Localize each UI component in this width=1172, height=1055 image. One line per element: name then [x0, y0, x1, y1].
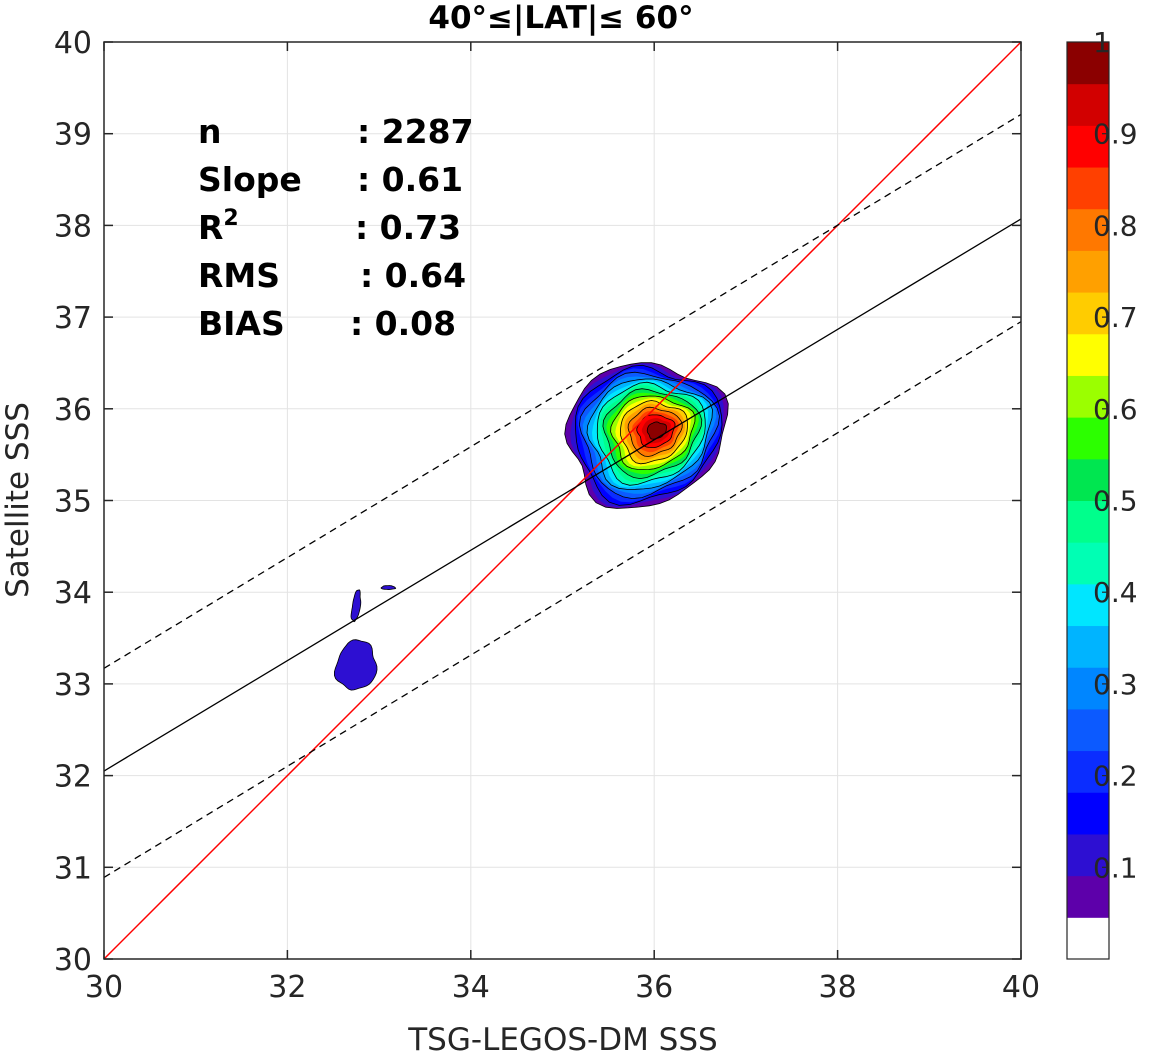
- colorbar-swatch: [1067, 625, 1109, 668]
- colorbar-swatch: [1067, 208, 1109, 251]
- stat-label: Slope: [198, 160, 302, 199]
- fit-bound-line: [103, 321, 1022, 878]
- y-tick-label: 40: [54, 26, 92, 61]
- colorbar-tick-label: 0.6: [1093, 393, 1138, 426]
- colorbar-swatch: [1067, 458, 1109, 501]
- x-tick-label: 40: [1002, 970, 1040, 1005]
- stat-value: : 0.64: [360, 256, 466, 295]
- colorbar-swatch: [1067, 333, 1109, 376]
- colorbar-swatch: [1067, 42, 1109, 85]
- colorbar-swatch: [1067, 250, 1109, 293]
- axis-ticks: 30 32 34 36 38 40 30 31 32 33 34 35 36 37 38 39 40: [54, 26, 1040, 1005]
- colorbar-swatch: [1067, 375, 1109, 418]
- colorbar: 0.1 0.2 0.3 0.4 0.5 0.6 0.7 0.8 0.9 1: [1066, 26, 1138, 960]
- fit-bound-line: [103, 113, 1022, 669]
- x-tick-label: 38: [819, 970, 857, 1005]
- colorbar-tick-label: 0.3: [1093, 668, 1138, 701]
- colorbar-swatch: [1067, 167, 1109, 210]
- secondary-blob: [334, 639, 378, 691]
- x-tick-label: 32: [268, 970, 306, 1005]
- colorbar-tick-label: 0.5: [1093, 485, 1138, 518]
- stat-label: R2: [198, 206, 239, 247]
- stat-value: : 0.08: [350, 304, 456, 343]
- colorbar-swatch: [1067, 792, 1109, 835]
- x-tick-label: 34: [452, 970, 490, 1005]
- colorbar-swatch: [1067, 292, 1109, 335]
- y-tick-label: 39: [54, 118, 92, 153]
- grid-lines: [103, 41, 1022, 960]
- density-contours: [334, 362, 729, 691]
- colorbar-swatch: [1067, 83, 1109, 126]
- colorbar-swatch: [1067, 667, 1109, 710]
- y-axis-label: Satellite SSS: [0, 402, 36, 598]
- colorbar-swatch: [1067, 875, 1109, 918]
- chart-title: 40°≤|LAT|≤ 60°: [428, 0, 693, 36]
- y-tick-label: 36: [54, 393, 92, 428]
- colorbar-tick-label: 0.8: [1093, 209, 1138, 242]
- fit-line: [103, 218, 1022, 772]
- y-tick-label: 31: [54, 851, 92, 886]
- x-axis-label: TSG-LEGOS-DM SSS: [407, 1022, 717, 1055]
- y-tick-label: 32: [54, 760, 92, 795]
- y-tick-label: 34: [54, 576, 92, 611]
- x-tick-label: 36: [635, 970, 673, 1005]
- x-tick-label: 30: [85, 970, 123, 1005]
- colorbar-swatch: [1067, 583, 1109, 627]
- colorbar-swatch: [1067, 708, 1109, 752]
- stat-label: BIAS: [198, 304, 285, 343]
- y-tick-label: 37: [54, 301, 92, 336]
- stat-value: : 2287: [357, 112, 474, 151]
- stats-annotation: n : 2287 Slope : 0.61 R2 : 0.73 RMS : 0.64 BIAS:…: [198, 112, 474, 343]
- y-tick-label: 33: [54, 668, 92, 703]
- colorbar-swatch: [1067, 750, 1109, 793]
- colorbar-swatch: [1067, 417, 1109, 460]
- y-tick-label: 35: [54, 485, 92, 520]
- colorbar-swatch: [1067, 125, 1109, 168]
- y-tick-label: 38: [54, 209, 92, 244]
- colorbar-swatch: [1067, 542, 1109, 585]
- colorbar-tick-label: 0.7: [1093, 301, 1138, 334]
- y-tick-label: 30: [54, 943, 92, 978]
- colorbar-tick-label: 0.9: [1093, 118, 1138, 151]
- colorbar-swatch: [1067, 917, 1109, 960]
- colorbar-tick-label: 0.1: [1093, 851, 1138, 884]
- stat-value: : 0.61: [357, 160, 463, 199]
- colorbar-tick-label: 1: [1093, 26, 1111, 59]
- colorbar-swatch: [1067, 500, 1109, 543]
- regression-lines: [103, 41, 1022, 960]
- colorbar-tick-label: 0.4: [1093, 576, 1138, 609]
- stat-value: : 0.73: [355, 208, 461, 247]
- colorbar-swatch: [1067, 833, 1109, 877]
- stat-label: RMS: [198, 256, 280, 295]
- colorbar-tick-label: 0.2: [1093, 760, 1138, 793]
- identity-line: [103, 41, 1022, 960]
- stat-label: n: [198, 112, 222, 151]
- secondary-blob: [380, 585, 397, 590]
